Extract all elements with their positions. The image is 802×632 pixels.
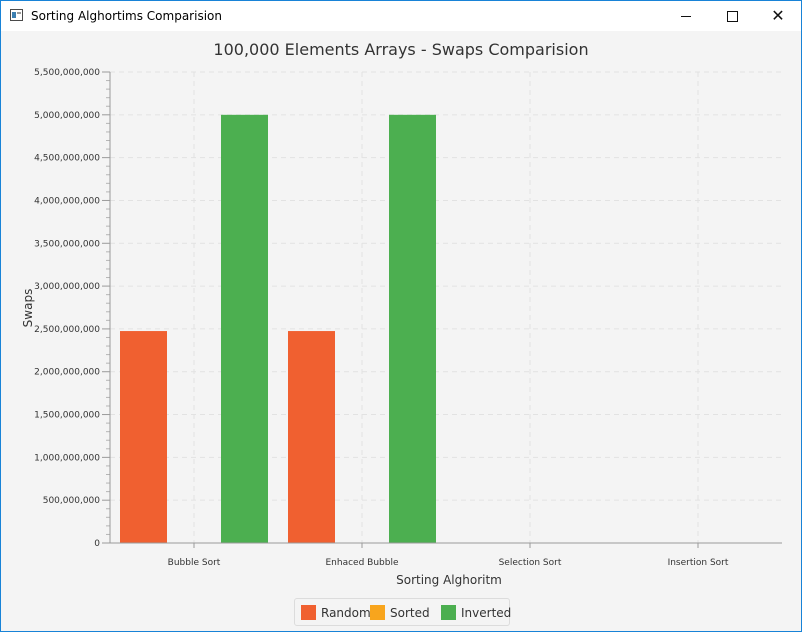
bars [120, 114, 436, 544]
legend-label-sorted: Sorted [390, 606, 430, 620]
y-tick-label: 500,000,000 [43, 496, 101, 506]
title-bar[interactable]: Sorting Alghortims Comparision ✕ [1, 1, 801, 31]
bar-chart: 100,000 Elements Arrays - Swaps Comparis… [21, 40, 782, 587]
legend-label-inverted: Inverted [461, 606, 512, 620]
y-tick-label: 5,000,000,000 [34, 111, 100, 121]
y-tick-label: 2,500,000,000 [34, 325, 100, 335]
legend-swatch-sorted [370, 605, 385, 620]
y-tick-label: 0 [94, 539, 100, 549]
close-icon: ✕ [771, 6, 785, 25]
y-tick-label: 2,000,000,000 [34, 368, 100, 378]
bar-random-1 [120, 331, 167, 543]
legend-label-random: Random [321, 606, 371, 620]
grid-lines [110, 71, 782, 543]
x-tick-label: Selection Sort [499, 558, 562, 568]
legend-swatch-inverted [441, 605, 456, 620]
x-tick-label: Enhaced Bubble [325, 558, 398, 568]
bar-inverted-2 [389, 114, 436, 544]
x-tick-labels: Bubble Sort Enhaced Bubble Selection Sort I… [168, 558, 729, 568]
maximize-button[interactable] [709, 1, 755, 31]
minimize-icon [681, 15, 691, 17]
close-button[interactable]: ✕ [755, 1, 801, 31]
bar-inverted-1 [221, 114, 268, 544]
y-tick-label: 5,500,000,000 [34, 68, 100, 78]
minimize-button[interactable] [663, 1, 709, 31]
x-tick-label: Insertion Sort [668, 558, 729, 568]
legend-swatch-random [301, 605, 316, 620]
legend: Random Sorted Inverted [294, 598, 512, 626]
y-tick-labels: 0 500,000,000 1,000,000,000 1,500,000,000 2,… [34, 68, 100, 549]
y-tick-label: 3,000,000,000 [34, 282, 100, 292]
y-tick-label: 1,500,000,000 [34, 411, 100, 421]
x-axis-label: Sorting Alghoritm [396, 573, 502, 587]
window-title: Sorting Alghortims Comparision [31, 9, 222, 23]
x-tick-label: Bubble Sort [168, 558, 221, 568]
app-icon [10, 9, 23, 21]
chart-title: 100,000 Elements Arrays - Swaps Comparis… [213, 40, 588, 59]
y-tick-label: 4,500,000,000 [34, 154, 100, 164]
maximize-icon [726, 10, 738, 22]
bar-random-2 [288, 331, 335, 543]
y-tick-label: 3,500,000,000 [34, 239, 100, 249]
y-axis-label: Swaps [21, 289, 35, 328]
y-tick-label: 4,000,000,000 [34, 196, 100, 206]
axes [102, 71, 782, 548]
y-tick-label: 1,000,000,000 [34, 453, 100, 463]
